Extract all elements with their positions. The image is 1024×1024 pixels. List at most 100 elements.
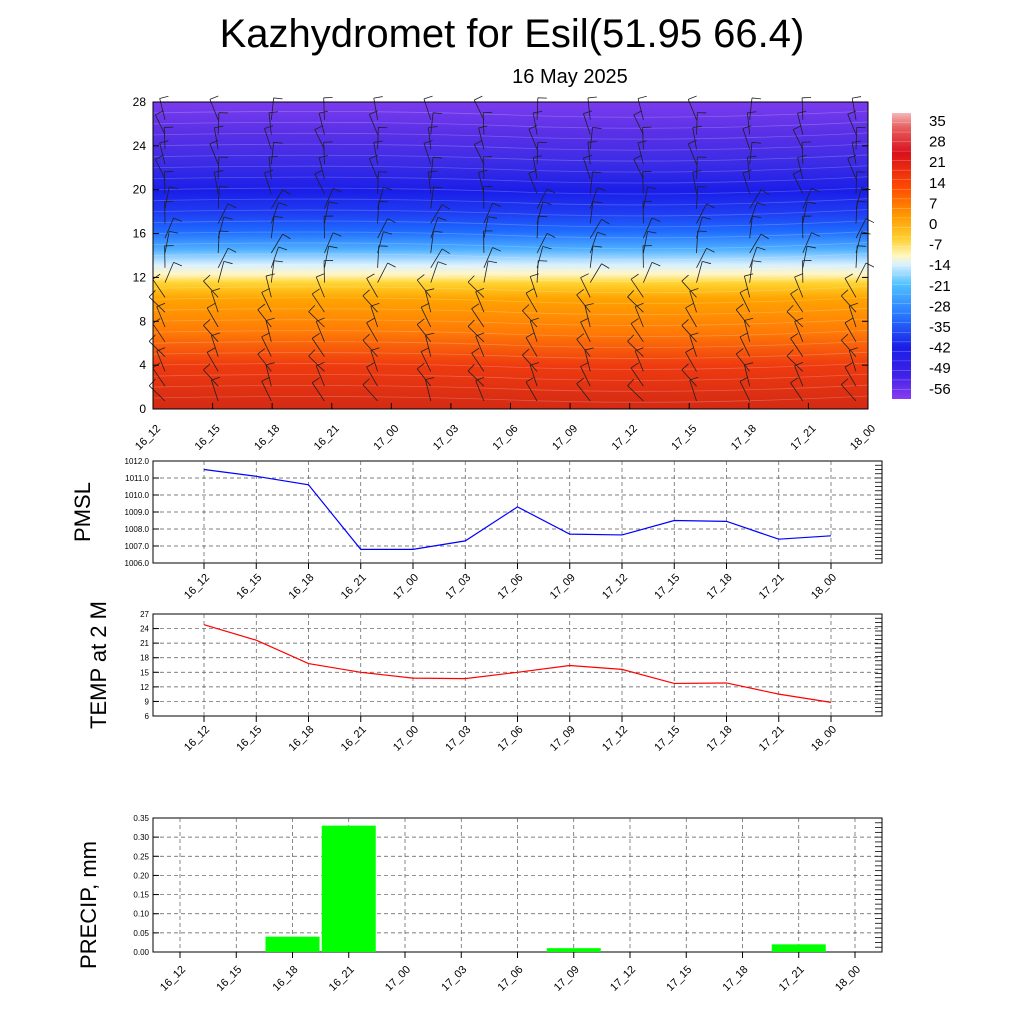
wind-barb	[589, 171, 593, 194]
wind-barb	[377, 231, 384, 254]
wind-barb	[217, 203, 229, 224]
wind-barb	[323, 142, 325, 165]
wind-barb-flag	[688, 95, 697, 100]
temp-x-tick-label: 17_09	[548, 724, 578, 754]
wind-barb	[203, 325, 219, 343]
section-contour	[152, 132, 869, 140]
wind-barb	[265, 320, 272, 342]
pmsl-y-tick-label: 1010.0	[125, 491, 150, 500]
wind-barb-flag	[844, 273, 853, 279]
wind-barb	[370, 305, 378, 328]
wind-barb	[154, 159, 166, 180]
wind-barb-flag	[865, 262, 875, 268]
section-contour	[152, 165, 869, 173]
wind-barb	[430, 186, 434, 209]
wind-barb	[529, 320, 538, 342]
wind-barb-flag	[685, 303, 694, 309]
wind-barb-flag	[580, 273, 589, 278]
wind-barb-flag	[751, 97, 761, 100]
precip-x-tick-label: 17_21	[777, 964, 807, 994]
wind-barb	[696, 156, 698, 180]
precip-bar	[265, 936, 320, 952]
wind-barb	[315, 276, 325, 298]
wind-barb-flag	[735, 348, 744, 355]
wind-barb-flag	[744, 362, 754, 366]
wind-barb	[749, 246, 758, 268]
wind-barb-flag	[790, 288, 799, 295]
wind-barb-flag	[362, 333, 370, 341]
wind-barb	[536, 188, 548, 209]
wind-barb	[681, 369, 697, 387]
wind-barb	[589, 263, 602, 283]
wind-barb-flag	[576, 289, 585, 296]
wind-barb	[743, 364, 751, 387]
wind-barb-flag	[227, 247, 237, 253]
wind-barb	[627, 296, 644, 313]
section-x-tick-label: 16_18	[252, 423, 282, 453]
wind-barb-flag	[793, 169, 802, 175]
wind-barb-flag	[383, 186, 393, 191]
wind-barb	[362, 295, 378, 313]
wind-barb-flag	[467, 275, 475, 283]
wind-barb-flag	[592, 171, 602, 174]
wind-barb-flag	[852, 96, 862, 99]
wind-barb-flag	[264, 125, 274, 129]
wind-barb	[318, 157, 325, 180]
pmsl-x-tick-label: 17_15	[652, 572, 682, 602]
wind-barb-flag	[492, 202, 501, 208]
wind-barb-flag	[425, 377, 435, 381]
colorbar-label: 28	[929, 134, 946, 151]
wind-barb-flag	[522, 304, 530, 311]
wind-barb-flag	[308, 304, 316, 312]
precip-x-tick-label: 17_12	[608, 964, 638, 994]
temp-x-tick-label: 18_00	[809, 724, 839, 754]
wind-barb-flag	[373, 96, 383, 99]
wind-barb	[471, 308, 485, 328]
wind-barb	[735, 309, 751, 328]
wind-barb	[478, 172, 485, 194]
wind-barb	[528, 173, 538, 194]
wind-barb	[587, 142, 591, 165]
wind-barb	[471, 352, 485, 372]
wind-barb	[377, 171, 379, 194]
wind-barb-flag	[841, 289, 849, 297]
wind-barb	[217, 186, 220, 209]
wind-barb-flag	[366, 362, 375, 368]
section-contour	[152, 242, 869, 250]
pmsl-x-tick-label: 16_15	[234, 572, 264, 602]
wind-barb	[589, 201, 594, 224]
wind-barb	[749, 233, 762, 254]
wind-barb-flag	[148, 334, 156, 342]
section-contour	[152, 187, 869, 195]
wind-barb-flag	[155, 110, 164, 116]
section-x-tick-label: 17_03	[431, 423, 461, 453]
wind-barb	[576, 294, 591, 313]
wind-barb	[589, 127, 593, 150]
wind-barb	[416, 324, 432, 343]
temp-x-tick-label: 17_00	[391, 724, 421, 754]
wind-barb	[589, 232, 598, 254]
wind-barb	[528, 128, 538, 150]
wind-barb-flag	[844, 362, 853, 368]
wind-barb-flag	[647, 186, 657, 190]
wind-barb	[209, 99, 219, 120]
wind-barb	[270, 216, 275, 239]
section-contour	[152, 253, 869, 261]
wind-barb	[797, 157, 804, 180]
wind-barb-flag	[425, 288, 435, 292]
wind-barb	[844, 366, 857, 387]
precip-y-tick-label: 0.30	[133, 833, 149, 842]
wind-barb	[749, 216, 753, 239]
wind-barb-flag	[206, 347, 216, 353]
wind-barb	[749, 202, 758, 224]
colorbar-label: -28	[929, 298, 951, 315]
wind-barb	[840, 295, 857, 313]
precip-y-tick-label: 0.05	[133, 929, 149, 938]
wind-barb	[589, 187, 598, 209]
wind-barb	[164, 217, 174, 239]
wind-barb-flag	[211, 288, 221, 292]
wind-barb	[430, 217, 439, 239]
wind-barb	[848, 305, 857, 328]
wind-barb	[323, 97, 325, 120]
wind-barb	[420, 351, 432, 372]
